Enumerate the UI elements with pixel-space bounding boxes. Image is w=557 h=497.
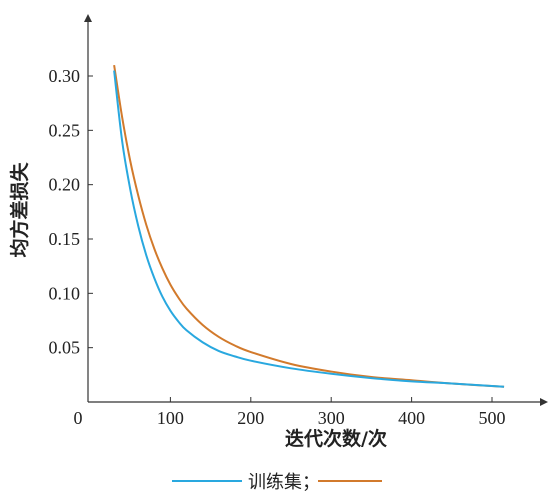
legend-label-train: 训练集；	[248, 472, 320, 493]
y-tick-label: 0.10	[49, 283, 81, 303]
y-axis-arrow	[84, 14, 92, 22]
y-tick-label: 0.20	[49, 175, 81, 195]
series-line-train	[113, 70, 505, 388]
axes	[84, 14, 548, 406]
x-tick-label: 100	[157, 408, 184, 428]
x-tick-label: 400	[398, 408, 425, 428]
ticks: 0 100 200 300 400 500 0.05 0.10 0.15 0.20 0.25 0.30	[49, 66, 506, 428]
y-axis-title: 均方差损失	[8, 162, 31, 258]
x-tick-label: 500	[479, 408, 506, 428]
x-axis-title: 迭代次数/次	[285, 427, 387, 450]
y-tick-label: 0.15	[49, 229, 81, 249]
y-tick-label: 0.05	[49, 338, 81, 358]
series-line-test	[113, 64, 505, 388]
x-tick-label: 0	[74, 408, 83, 428]
x-axis-arrow	[540, 398, 548, 406]
legend: 训练集；	[172, 472, 382, 493]
series-lines	[113, 64, 505, 388]
x-tick-label: 300	[318, 408, 345, 428]
y-tick-label: 0.30	[49, 66, 81, 86]
y-tick-label: 0.25	[49, 120, 81, 140]
x-tick-label: 200	[237, 408, 264, 428]
